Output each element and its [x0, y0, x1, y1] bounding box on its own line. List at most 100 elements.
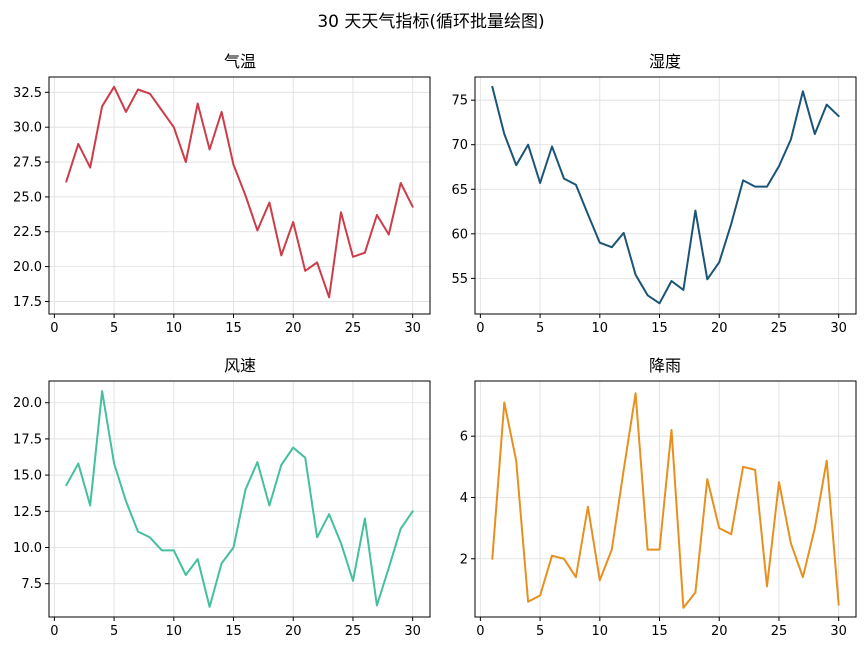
humidity-data-point: [802, 90, 804, 92]
temperature-y-tick-label: 20.0: [13, 260, 42, 275]
humidity-data-point: [790, 138, 792, 140]
rainfall-data-point: [814, 527, 816, 529]
humidity-data-point: [694, 209, 696, 211]
temperature-data-point: [149, 93, 151, 95]
rainfall-data-point: [837, 604, 839, 606]
humidity-x-tick-label: 15: [651, 321, 668, 336]
rainfall-data-point: [539, 594, 541, 596]
temperature-data-point: [173, 126, 175, 128]
wind-speed-data-point: [352, 580, 354, 582]
temperature-series-line: [65, 85, 414, 299]
wind-speed-data-point: [232, 546, 234, 548]
rainfall-x-tick-label: 0: [476, 624, 484, 639]
rainfall-data-point: [766, 585, 768, 587]
rainfall-data-point: [682, 607, 684, 609]
wind-speed-y-tick-label: 20.0: [13, 396, 42, 411]
temperature-data-point: [400, 182, 402, 184]
wind-speed-data-point: [268, 504, 270, 506]
temperature-data-point: [328, 296, 330, 298]
rainfall-y-tick-label: 2: [460, 552, 468, 567]
rainfall-data-point: [802, 576, 804, 578]
rainfall-data-point: [563, 558, 565, 560]
humidity-data-point: [634, 274, 636, 276]
temperature-y-tick-label: 30.0: [13, 121, 42, 136]
humidity-x-tick-label: 25: [771, 321, 788, 336]
temperature-data-point: [280, 254, 282, 256]
temperature-data-point: [89, 166, 91, 168]
temperature-data-point: [232, 164, 234, 166]
wind-speed-data-point: [364, 517, 366, 519]
rainfall-y-tick-label: 6: [460, 430, 468, 445]
rainfall-data-point: [587, 505, 589, 507]
humidity-x-tick-label: 5: [536, 321, 544, 336]
temperature-y-tick-label: 22.5: [13, 225, 42, 240]
rainfall-y-tick-label: 4: [460, 491, 468, 506]
wind-speed-x-tick-label: 5: [110, 624, 118, 639]
humidity-data-point: [622, 232, 624, 234]
rainfall-x-tick-label: 15: [651, 624, 668, 639]
humidity-y-tick-label: 55: [451, 272, 468, 287]
wind-speed-data-point: [220, 562, 222, 564]
wind-speed-data-point: [411, 510, 413, 512]
temperature-y-tick-label: 17.5: [13, 295, 42, 310]
wind-speed-x-tick-label: 30: [404, 624, 421, 639]
rainfall-data-point: [790, 542, 792, 544]
rainfall-data-point: [634, 392, 636, 394]
wind-speed-data-point: [328, 513, 330, 515]
humidity-data-point: [826, 103, 828, 105]
rainfall-data-point: [742, 466, 744, 468]
wind-speed-data-point: [77, 462, 79, 464]
humidity-data-point: [491, 86, 493, 88]
rainfall-data-point: [826, 459, 828, 461]
temperature-data-point: [137, 88, 139, 90]
rainfall-data-point: [575, 576, 577, 578]
temperature-x-tick-label: 20: [285, 321, 302, 336]
humidity-y-tick-label: 70: [451, 138, 468, 153]
wind-speed-series-line: [65, 390, 414, 608]
wind-speed-x-tick-label: 25: [345, 624, 362, 639]
rainfall-data-point: [718, 527, 720, 529]
wind-speed-data-point: [173, 549, 175, 551]
temperature-data-point: [65, 180, 67, 182]
rainfall-data-point: [658, 548, 660, 550]
temperature-data-point: [340, 211, 342, 213]
temperature-x-tick-label: 10: [166, 321, 183, 336]
figure-title: 30 天天气指标(循环批量绘图): [317, 12, 544, 32]
humidity-panel: 湿度 0 5 10 15 20 25 30 55 60 65 70 75: [451, 52, 857, 336]
rainfall-x-tick-label: 20: [711, 624, 728, 639]
wind-speed-data-point: [137, 530, 139, 532]
humidity-y-tick-label: 65: [451, 183, 468, 198]
humidity-x-tick-label: 10: [592, 321, 609, 336]
wind-speed-data-point: [101, 390, 103, 392]
wind-speed-data-point: [388, 567, 390, 569]
humidity-y-tick-label: 60: [451, 227, 468, 242]
humidity-data-point: [814, 133, 816, 135]
temperature-y-tick-label: 25.0: [13, 190, 42, 205]
wind-speed-y-tick-label: 7.5: [21, 577, 42, 592]
temperature-x-tick-label: 0: [50, 321, 58, 336]
temperature-x-tick-label: 25: [345, 321, 362, 336]
wind-speed-y-tick-label: 10.0: [13, 541, 42, 556]
humidity-data-point: [539, 182, 541, 184]
temperature-data-point: [388, 233, 390, 235]
rainfall-panel-title: 降雨: [649, 356, 681, 375]
temperature-data-point: [316, 261, 318, 263]
humidity-data-point: [551, 145, 553, 147]
wind-speed-x-tick-label: 20: [285, 624, 302, 639]
rainfall-data-point: [778, 481, 780, 483]
wind-speed-data-point: [208, 606, 210, 608]
wind-speed-data-point: [304, 457, 306, 459]
humidity-data-point: [766, 185, 768, 187]
rainfall-data-point: [491, 558, 493, 560]
temperature-data-point: [268, 201, 270, 203]
humidity-data-point: [587, 213, 589, 215]
temperature-data-point: [364, 251, 366, 253]
rainfall-data-point: [670, 429, 672, 431]
rainfall-x-tick-label: 25: [771, 624, 788, 639]
humidity-data-point: [718, 261, 720, 263]
temperature-x-tick-label: 5: [110, 321, 118, 336]
wind-speed-data-point: [400, 527, 402, 529]
wind-speed-data-point: [340, 542, 342, 544]
humidity-data-point: [503, 133, 505, 135]
